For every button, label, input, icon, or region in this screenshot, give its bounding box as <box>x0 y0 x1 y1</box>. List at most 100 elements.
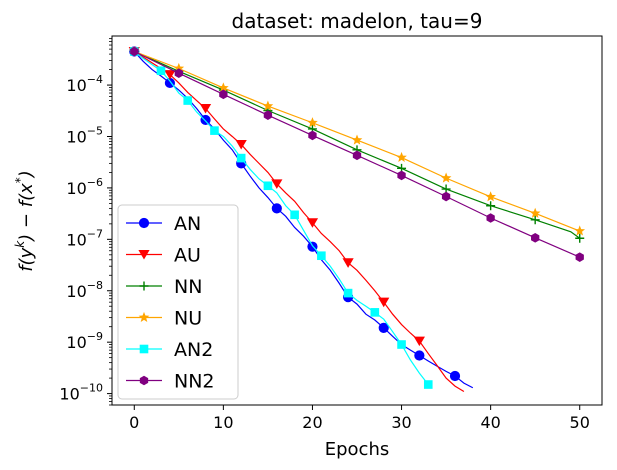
point-AN2 <box>343 288 353 298</box>
point-NU <box>262 100 274 111</box>
series-line-AN2 <box>133 51 429 385</box>
point-AN2 <box>156 66 166 76</box>
point-NN2 <box>531 233 540 243</box>
legend-item-AN2: AN2 <box>126 339 213 361</box>
x-tick-label: 10 <box>213 413 233 432</box>
point-AU <box>164 70 176 80</box>
point-NN2 <box>174 68 183 79</box>
y-tick-label: 10−7 <box>66 227 103 249</box>
legend-label: NN2 <box>174 371 215 393</box>
point-AN <box>200 114 211 126</box>
axes-frame <box>111 35 603 406</box>
point-AN2 <box>290 210 299 220</box>
point-AN2 <box>236 153 246 163</box>
point-NN2 <box>352 150 362 161</box>
x-tick-label: 20 <box>302 413 322 432</box>
point-AN2 <box>423 380 433 389</box>
point-NN2 <box>130 46 139 57</box>
y-axis-label: f(yk) − f(x*) <box>13 170 37 272</box>
point-AN <box>414 350 425 361</box>
point-AN2 <box>317 251 326 261</box>
y-axis: 10−10 10−9 10−8 10−7 10−6 10−5 10−4 <box>59 38 112 406</box>
point-AU <box>306 218 319 228</box>
series-layer <box>128 45 586 392</box>
legend-marker-NU <box>138 311 150 323</box>
point-AU <box>342 258 354 268</box>
legend-marker-NN <box>139 281 149 291</box>
point-NN2 <box>575 252 584 262</box>
legend-label: NU <box>174 308 202 330</box>
point-NU <box>218 82 229 93</box>
legend-label: AN <box>174 213 201 235</box>
x-axis: 0 10 20 30 40 50 <box>129 405 590 432</box>
legend-marker-AU <box>138 250 150 260</box>
point-AU <box>378 297 390 308</box>
y-tick-label: 10−8 <box>66 279 103 301</box>
point-NN <box>530 215 540 225</box>
plot-area <box>111 35 603 406</box>
point-AN2 <box>370 308 380 317</box>
point-AN2 <box>183 96 193 105</box>
point-NN2 <box>219 89 228 100</box>
series-NN2 <box>130 46 584 262</box>
legend-item-NN: NN <box>126 276 202 298</box>
y-label-end: ) <box>16 170 37 179</box>
legend-marker-AN2 <box>139 344 149 354</box>
y-tick-label: 10−4 <box>66 73 103 95</box>
legend-marker-NN2 <box>139 375 149 386</box>
legend-label: AU <box>174 245 201 267</box>
y-label-mid: ) − f(x <box>16 183 37 243</box>
point-NN2 <box>308 130 317 141</box>
series-AU <box>128 46 465 392</box>
x-tick-label: 40 <box>480 413 500 432</box>
point-NN2 <box>397 170 406 181</box>
legend-label: NN <box>174 276 202 298</box>
x-tick-label: 30 <box>391 413 411 432</box>
point-NN <box>575 233 585 243</box>
point-AU <box>413 336 425 347</box>
point-AN2 <box>397 340 406 349</box>
chart-title: dataset: madelon, tau=9 <box>232 9 483 33</box>
legend-item-AN: AN <box>126 213 201 235</box>
point-NN2 <box>486 213 495 223</box>
x-axis-label: Epochs <box>325 439 390 460</box>
point-AU <box>199 104 212 114</box>
point-AN <box>449 370 461 382</box>
point-NU <box>574 225 586 236</box>
y-tick-label: 10−10 <box>59 382 103 404</box>
y-tick-label: 10−9 <box>66 330 103 352</box>
point-NU <box>529 207 541 218</box>
point-NN <box>486 201 496 211</box>
y-label-star: * <box>13 177 27 183</box>
point-AU <box>235 139 247 150</box>
series-line-NN <box>134 50 581 239</box>
point-NU <box>440 172 452 183</box>
point-AN <box>378 322 389 333</box>
series-line-AU <box>133 50 465 392</box>
y-label-f: f(y <box>16 247 37 271</box>
legend-item-NU: NU <box>126 308 202 330</box>
point-NN2 <box>263 110 273 120</box>
point-AN2 <box>210 126 219 135</box>
y-tick-label: 10−6 <box>66 176 103 198</box>
point-NU <box>485 191 496 202</box>
point-NN2 <box>441 191 451 202</box>
legend-marker-AN <box>138 217 150 229</box>
y-label-k: k <box>13 240 27 248</box>
y-tick-label: 10−5 <box>66 124 103 146</box>
legend-label: AN2 <box>174 339 213 361</box>
point-NU <box>307 117 318 128</box>
x-tick-label: 0 <box>129 413 139 432</box>
legend-item-AU: AU <box>126 245 201 267</box>
point-AU <box>271 179 283 189</box>
point-NU <box>396 151 407 163</box>
legend: AN AU NN NU AN2 NN2 <box>117 204 239 400</box>
legend-item-NN2: NN2 <box>126 371 215 393</box>
point-AN <box>271 203 282 214</box>
x-tick-label: 50 <box>570 413 590 432</box>
point-NU <box>351 134 363 145</box>
point-AN2 <box>263 181 273 191</box>
point-NU <box>173 62 185 74</box>
